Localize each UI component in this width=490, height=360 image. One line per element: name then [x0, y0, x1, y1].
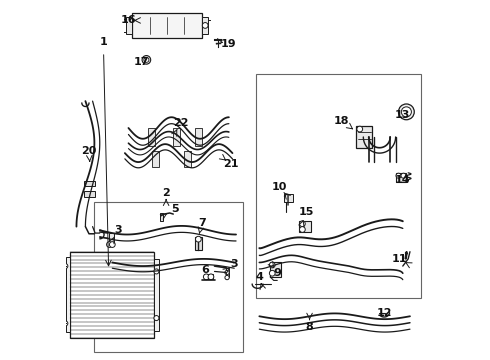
Circle shape — [225, 270, 229, 275]
Bar — [109, 233, 114, 244]
Bar — [160, 213, 163, 221]
Text: 14: 14 — [395, 175, 411, 185]
Bar — [125, 17, 132, 34]
Circle shape — [202, 23, 208, 28]
Text: 11: 11 — [392, 254, 407, 264]
Text: 6: 6 — [201, 265, 210, 275]
Circle shape — [401, 173, 406, 178]
Text: 2: 2 — [162, 188, 170, 198]
Text: 4: 4 — [255, 272, 263, 282]
Circle shape — [396, 173, 401, 178]
Bar — [95, 202, 243, 352]
Bar — [395, 173, 406, 182]
Circle shape — [357, 126, 363, 132]
Text: 9: 9 — [273, 268, 281, 278]
Text: 18: 18 — [334, 116, 349, 126]
Bar — [195, 128, 202, 146]
Text: 3: 3 — [230, 259, 238, 269]
Bar — [184, 151, 191, 167]
Bar — [148, 128, 155, 146]
Text: 22: 22 — [172, 118, 188, 128]
Text: 13: 13 — [395, 111, 411, 121]
Bar — [152, 151, 159, 167]
Circle shape — [225, 275, 229, 280]
Circle shape — [208, 274, 214, 280]
Text: 16: 16 — [121, 15, 136, 26]
Bar — [270, 262, 281, 277]
Circle shape — [142, 55, 151, 64]
Text: 15: 15 — [298, 207, 314, 217]
Circle shape — [109, 242, 115, 247]
FancyArrow shape — [405, 251, 408, 259]
Bar — [84, 192, 95, 197]
Text: 3: 3 — [114, 225, 122, 235]
Circle shape — [144, 57, 149, 62]
Circle shape — [299, 226, 305, 232]
Bar — [202, 17, 208, 34]
Circle shape — [299, 221, 305, 226]
Circle shape — [63, 264, 68, 269]
Bar — [67, 257, 70, 332]
Bar — [154, 259, 159, 330]
Bar — [70, 252, 154, 338]
Circle shape — [203, 274, 209, 280]
Bar — [173, 128, 180, 146]
Bar — [299, 221, 311, 232]
Bar — [132, 13, 202, 38]
Bar — [84, 181, 95, 186]
Bar — [256, 74, 421, 298]
Text: 17: 17 — [133, 57, 149, 67]
Text: 5: 5 — [172, 204, 179, 214]
Circle shape — [270, 262, 275, 268]
Text: 8: 8 — [306, 322, 314, 332]
Text: 10: 10 — [271, 182, 287, 192]
Circle shape — [154, 316, 159, 320]
Bar — [356, 126, 372, 148]
Circle shape — [270, 270, 275, 276]
Text: 19: 19 — [221, 39, 237, 49]
Bar — [284, 194, 293, 202]
Bar — [226, 268, 229, 277]
Text: 21: 21 — [223, 159, 239, 169]
Text: 1: 1 — [99, 37, 107, 47]
Circle shape — [401, 107, 412, 117]
Text: 20: 20 — [81, 146, 97, 156]
Circle shape — [63, 321, 68, 326]
Circle shape — [398, 104, 414, 120]
Circle shape — [154, 269, 159, 274]
Circle shape — [196, 236, 201, 242]
Circle shape — [107, 242, 112, 247]
Text: 7: 7 — [198, 218, 206, 228]
Text: 12: 12 — [377, 308, 392, 318]
Bar — [204, 274, 213, 279]
Bar — [195, 237, 202, 250]
